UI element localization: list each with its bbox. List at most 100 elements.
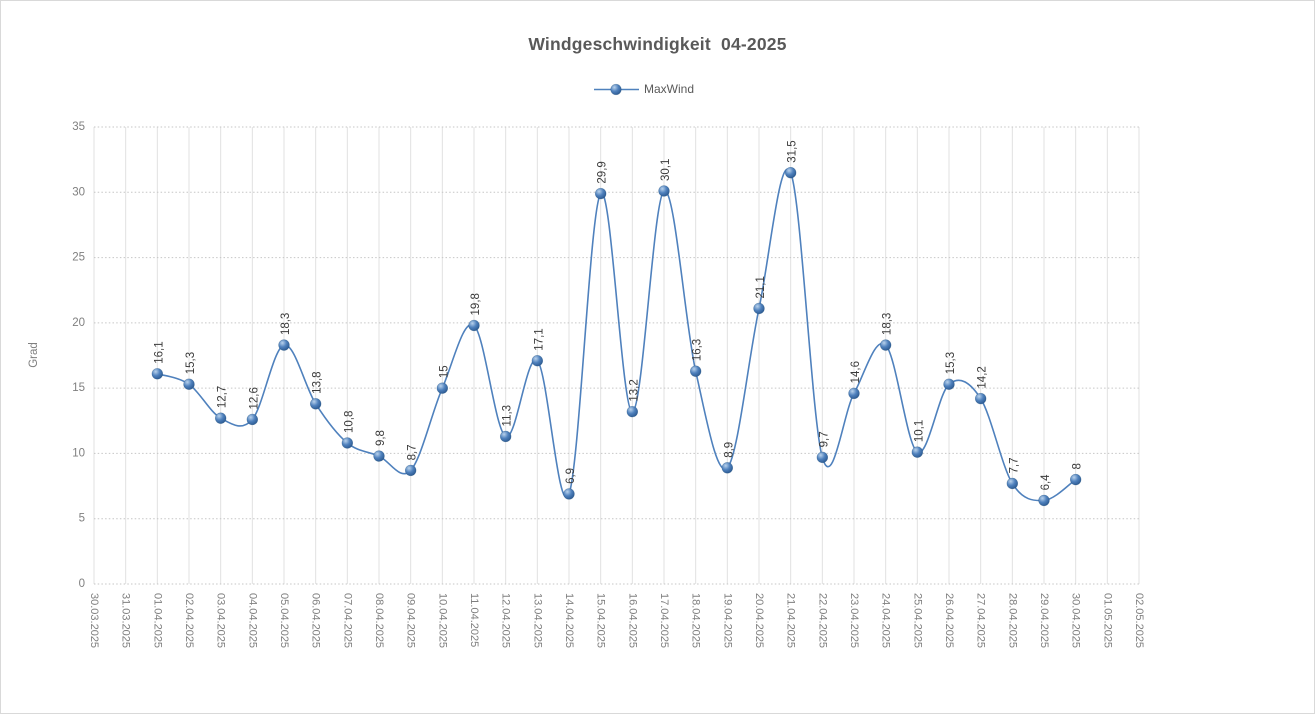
data-point-label: 29,9 <box>597 161 609 183</box>
y-tick-label: 20 <box>72 317 85 329</box>
legend-point-sample <box>610 83 622 95</box>
data-point-marker[interactable] <box>404 464 417 477</box>
data-point-label: 13,2 <box>628 379 640 401</box>
data-point-marker[interactable] <box>689 365 702 377</box>
data-point-marker[interactable] <box>499 430 512 443</box>
x-tick-label: 11.04.2025 <box>468 593 480 647</box>
x-tick-label: 10.04.2025 <box>436 593 448 648</box>
data-point-marker[interactable] <box>753 302 765 315</box>
y-tick-label: 0 <box>79 578 85 590</box>
data-point-label: 19,8 <box>470 293 482 315</box>
x-tick-label: 02.05.2025 <box>1133 593 1145 648</box>
data-point-marker[interactable] <box>309 398 322 410</box>
data-point-label: 17,1 <box>533 328 545 350</box>
x-tick-label: 01.04.2025 <box>151 593 163 648</box>
chart-title: Windgeschwindigkeit 04-2025 <box>528 34 787 54</box>
x-tick-label: 09.04.2025 <box>405 593 417 648</box>
data-point-label: 10,1 <box>913 420 925 442</box>
data-point-label: 14,2 <box>977 366 989 388</box>
x-tick-label: 24.04.2025 <box>880 593 892 648</box>
data-point-marker[interactable] <box>594 187 607 200</box>
x-tick-label: 02.04.2025 <box>183 593 195 648</box>
data-point-label: 18,3 <box>280 313 292 335</box>
data-point-marker[interactable] <box>341 437 354 449</box>
data-point-marker[interactable] <box>1038 494 1050 507</box>
x-tick-label: 17.04.2025 <box>658 593 670 648</box>
data-point-marker[interactable] <box>784 167 797 179</box>
y-axis-title: Grad <box>28 342 40 368</box>
data-point-marker[interactable] <box>436 382 449 394</box>
x-tick-label: 03.04.2025 <box>215 593 227 648</box>
x-tick-label: 12.04.2025 <box>500 593 512 648</box>
x-tick-label: 23.04.2025 <box>848 593 860 648</box>
data-point-marker[interactable] <box>531 355 544 367</box>
y-tick-label: 5 <box>79 513 85 525</box>
data-point-marker[interactable] <box>848 387 860 400</box>
data-point-label: 18,3 <box>882 313 894 335</box>
y-tick-label: 35 <box>72 121 85 133</box>
data-point-marker[interactable] <box>658 185 670 197</box>
y-tick-label: 30 <box>72 186 85 198</box>
data-point-marker[interactable] <box>1069 473 1082 486</box>
legend-series-label: MaxWind <box>643 82 694 96</box>
data-point-marker[interactable] <box>911 446 924 458</box>
data-point-marker[interactable] <box>879 339 892 351</box>
data-point-label: 15 <box>438 365 450 378</box>
data-point-label: 6,4 <box>1040 474 1052 491</box>
legend[interactable]: MaxWind <box>1 82 1300 96</box>
data-point-label: 16,3 <box>692 339 704 361</box>
x-tick-label: 26.04.2025 <box>943 593 955 648</box>
x-tick-label: 07.04.2025 <box>341 593 353 648</box>
data-point-marker[interactable] <box>214 412 227 424</box>
x-tick-label: 31.03.2025 <box>120 593 132 648</box>
data-point-label: 8 <box>1072 463 1084 469</box>
data-point-label: 8,9 <box>723 442 735 458</box>
x-tick-label: 01.05.2025 <box>1101 593 1113 648</box>
data-point-label: 9,7 <box>818 431 830 447</box>
data-point-marker[interactable] <box>151 368 164 380</box>
x-tick-label: 21.04.2025 <box>785 593 797 648</box>
y-tick-label: 10 <box>72 447 85 459</box>
data-point-label: 21,1 <box>755 276 767 298</box>
data-point-label: 14,6 <box>850 361 862 383</box>
data-point-marker[interactable] <box>974 392 987 405</box>
y-tick-label: 25 <box>72 252 85 264</box>
data-point-marker[interactable] <box>468 319 480 332</box>
data-point-label: 13,8 <box>312 371 324 393</box>
x-tick-label: 04.04.2025 <box>246 593 258 648</box>
data-point-marker[interactable] <box>183 378 195 390</box>
legend-series-marker-icon <box>593 83 639 95</box>
data-point-marker[interactable] <box>721 462 734 474</box>
x-tick-label: 27.04.2025 <box>975 593 987 648</box>
data-point-label: 30,1 <box>660 159 672 181</box>
data-point-marker[interactable] <box>1006 477 1019 490</box>
data-point-label: 16,1 <box>153 341 165 363</box>
x-tick-label: 08.04.2025 <box>373 593 385 648</box>
x-tick-label: 13.04.2025 <box>531 593 543 648</box>
data-point-marker[interactable] <box>278 339 290 351</box>
x-tick-label: 25.04.2025 <box>911 593 923 648</box>
data-point-marker[interactable] <box>816 451 829 464</box>
x-tick-label: 05.04.2025 <box>278 593 290 648</box>
data-point-label: 15,3 <box>185 352 197 374</box>
data-point-marker[interactable] <box>943 378 955 390</box>
x-tick-label: 06.04.2025 <box>310 593 322 648</box>
data-point-label: 12,7 <box>217 386 229 408</box>
x-tick-label: 30.04.2025 <box>1070 593 1082 648</box>
data-point-label: 7,7 <box>1008 457 1020 473</box>
data-point-marker[interactable] <box>246 413 259 426</box>
x-tick-label: 30.03.2025 <box>88 593 100 648</box>
x-tick-label: 28.04.2025 <box>1006 593 1018 648</box>
x-tick-label: 22.04.2025 <box>816 593 828 648</box>
data-point-marker[interactable] <box>373 450 385 462</box>
data-point-label: 31,5 <box>787 140 799 162</box>
data-point-marker[interactable] <box>563 488 575 500</box>
data-point-marker[interactable] <box>626 405 639 418</box>
x-tick-label: 29.04.2025 <box>1038 593 1050 648</box>
data-point-label: 15,3 <box>945 352 957 374</box>
series-line <box>157 168 1077 502</box>
x-tick-label: 19.04.2025 <box>721 593 733 648</box>
data-point-label: 6,9 <box>565 468 577 484</box>
x-tick-label: 14.04.2025 <box>563 593 575 648</box>
